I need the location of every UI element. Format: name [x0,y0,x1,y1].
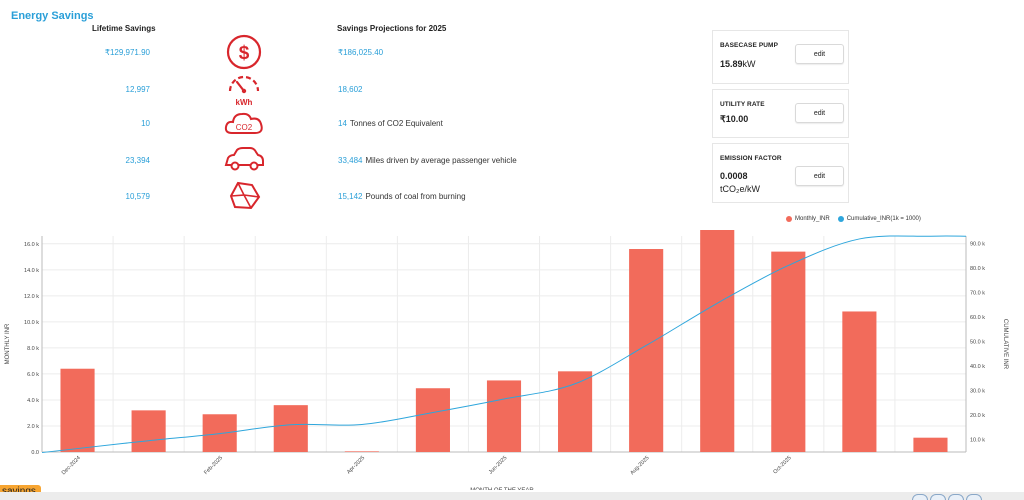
emission-factor-unit: tCO₂e/kW [720,184,760,194]
legend-item-cumulative[interactable]: Cumulative_INR(1k = 1000) [837,216,921,222]
chart-legend: Monthly_INR Cumulative_INR(1k = 1000) [786,216,921,222]
emission-factor-card: EMISSION FACTOR 0.0008 tCO₂e/kW edit [712,143,849,203]
legend-swatch-monthly [786,216,792,222]
edit-emission-factor-button[interactable]: edit [795,166,844,186]
y2-tick-label: 30.0 k [970,389,985,395]
miles-description: Miles driven by average passenger vehicl… [365,156,517,165]
dollar-coin-icon: $ [226,34,262,70]
x-tick-label: Apr-2025 [346,455,366,475]
y-tick-label: 6.0 k [27,372,39,378]
y2-tick-label: 70.0 k [970,290,985,296]
lifetime-co2-value: 10 [141,119,150,128]
savings-row-co2: 10 CO2 14 Tonnes of CO2 Equivalent [0,112,700,155]
y2-tick-label: 90.0 k [970,241,985,247]
legend-swatch-cumulative [837,216,844,222]
lifetime-savings-header: Lifetime Savings [92,24,156,33]
monthly-bar [344,451,379,452]
utility-rate-label: UTILITY RATE [720,101,765,108]
savings-row-car: 23,394 33,484 Miles driven by average pas… [0,147,700,192]
monthly-bar [913,437,948,452]
basecase-pump-label: BASECASE PUMP [720,42,779,49]
savings-projection-header: Savings Projections for 2025 [337,24,447,33]
savings-chart: 0.0 2.0 k 4.0 k 6.0 k 8.0 k 10.0 k 12.0 k 14.0 … [5,230,1008,490]
coal-icon [229,181,261,210]
lifetime-energy-value: 12,997 [125,85,150,94]
lifetime-cost-value: ₹129,971.90 [104,48,150,57]
legend-label-cumulative: Cumulative_INR(1k = 1000) [846,216,921,222]
page-title: Energy Savings [11,10,94,22]
scroll-controls [912,494,982,500]
emission-factor-label: EMISSION FACTOR [720,155,782,162]
y-tick-label: 16.0 k [24,242,39,248]
x-tick-label: Jun-2025 [488,455,508,475]
edit-utility-rate-button[interactable]: edit [795,103,844,123]
monthly-bar [131,410,166,452]
x-tick-label: Aug-2025 [629,455,650,476]
basecase-pump-value: 15.89 [720,59,743,69]
y2-axis-title: CUMULATIVE INR [1002,319,1008,370]
x-tick-label: Feb-2025 [203,455,224,476]
monthly-bar [771,251,806,452]
monthly-bar [629,249,664,452]
scroll-control-4[interactable] [966,494,982,500]
emission-factor-value: 0.0008 [720,171,748,181]
projection-co2-value: 14 [338,119,347,128]
y-tick-label: 4.0 k [27,398,39,404]
scroll-control-3[interactable] [948,494,964,500]
y-tick-label: 8.0 k [27,346,39,352]
projection-energy-value: 18,602 [338,85,363,94]
y2-tick-label: 60.0 k [970,315,985,321]
kwh-meter-icon: kWh [228,75,260,107]
car-icon [224,147,264,171]
y2-tick-label: 50.0 k [970,340,985,346]
y2-tick-label: 10.0 k [970,438,985,444]
monthly-bar [558,371,593,452]
lifetime-miles-value: 23,394 [125,156,150,165]
basecase-pump-unit: kW [742,59,756,69]
scroll-control-2[interactable] [930,494,946,500]
co2-description: Tonnes of CO2 Equivalent [349,119,443,128]
x-tick-label: Oct-2025 [772,455,792,475]
legend-item-monthly[interactable]: Monthly_INR [786,216,830,222]
scroll-control-1[interactable] [912,494,928,500]
x-tick-label: Dec-2024 [61,455,82,476]
monthly-bar [273,405,308,452]
savings-row-energy: 12,997 kWh 18,602 [0,75,700,121]
monthly-bar [700,230,735,452]
svg-text:$: $ [239,43,250,64]
legend-label-monthly: Monthly_INR [795,216,830,222]
svg-text:kWh: kWh [236,98,253,107]
utility-rate-card: UTILITY RATE ₹10.00 edit [712,89,849,138]
y-tick-label: 14.0 k [24,268,39,274]
projection-cost-value: ₹186,025.40 [338,48,384,57]
edit-basecase-pump-button[interactable]: edit [795,44,844,64]
y-tick-label: 0.0 [31,450,39,456]
projection-coal-value: 15,142 [338,192,363,201]
lifetime-coal-value: 10,579 [125,192,150,201]
cumulative-line [41,235,967,454]
y2-tick-label: 40.0 k [970,364,985,370]
y-tick-label: 10.0 k [24,320,39,326]
utility-rate-value: ₹10.00 [720,114,749,124]
savings-row-cost: ₹129,971.90 $ ₹186,025.40 [0,34,700,84]
svg-text:CO2: CO2 [236,123,253,132]
y-tick-label: 12.0 k [24,294,39,300]
monthly-bar [60,368,95,452]
y2-tick-label: 20.0 k [970,413,985,419]
projection-miles-value: 33,484 [338,156,363,165]
y-axis-title: MONTHLY INR [5,323,11,364]
monthly-bar [415,388,450,452]
monthly-bar [486,380,522,452]
basecase-pump-card: BASECASE PUMP 15.89kW edit [712,30,849,84]
coal-description: Pounds of coal from burning [365,192,466,201]
co2-cloud-icon: CO2 [224,112,263,134]
y2-tick-label: 80.0 k [970,266,985,272]
savings-row-coal: 10,579 15,142 Pounds of coal from burning [0,181,700,228]
horizontal-scrollbar[interactable] [0,492,1024,500]
y-tick-label: 2.0 k [27,424,39,430]
monthly-bar [842,311,877,452]
x-axis-title: MONTH OF THE YEAR [470,488,534,490]
